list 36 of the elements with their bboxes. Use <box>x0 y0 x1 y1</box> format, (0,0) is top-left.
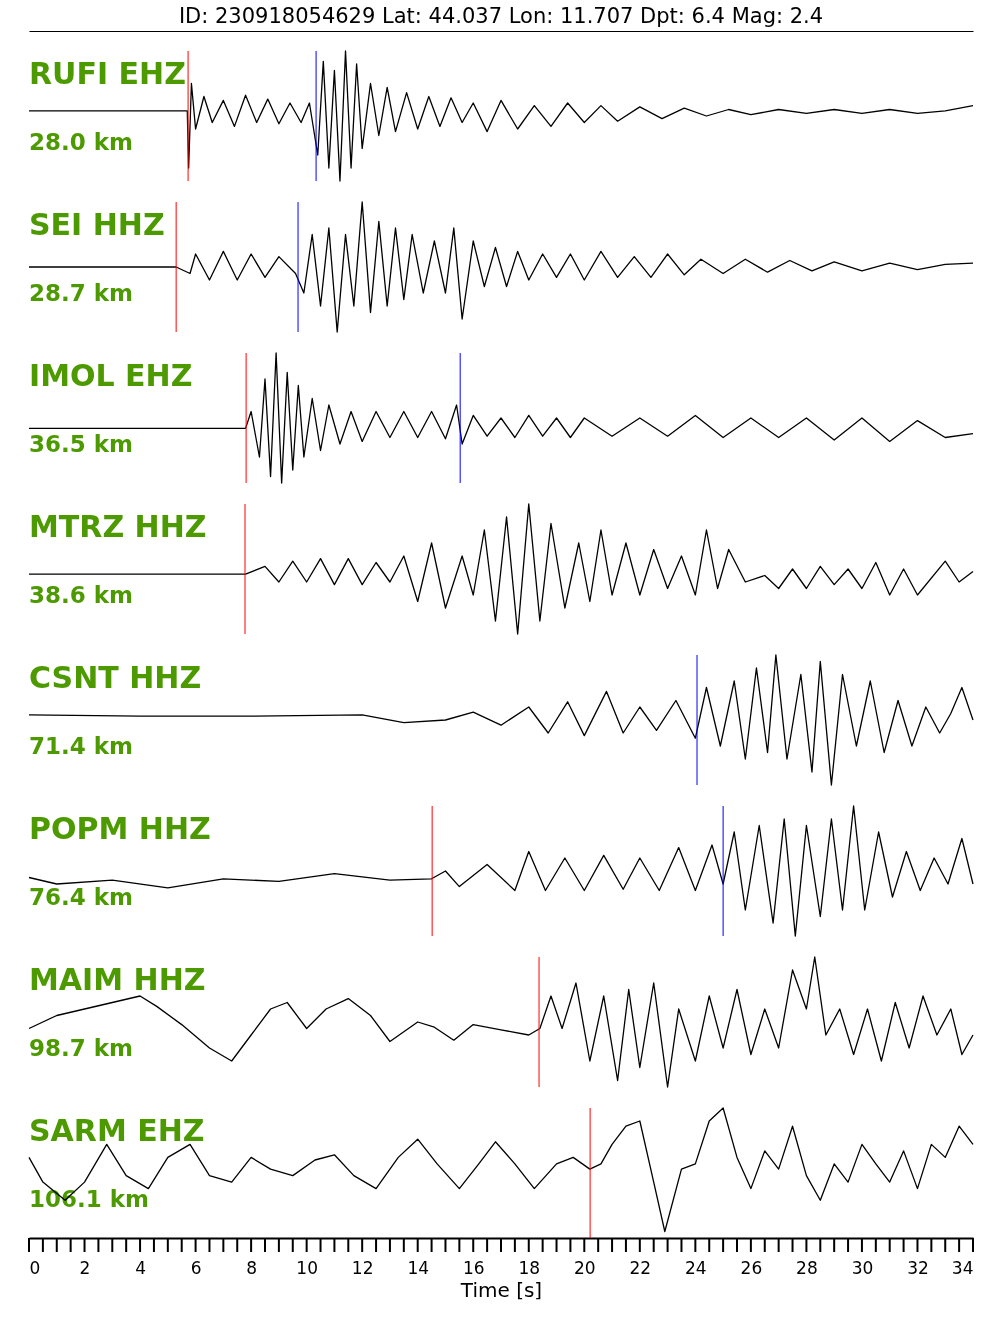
x-tick-label: 30 <box>851 1257 874 1278</box>
annotation: MAIM HHZ <box>29 962 206 997</box>
chart-title: ID: 230918054629 Lat: 44.037 Lon: 11.707 Dpt: 6.4 Mag: 2.4 <box>178 4 824 28</box>
x-tick-label: 16 <box>462 1257 485 1278</box>
annotation: IMOL EHZ <box>29 358 193 393</box>
x-tick-label: 2 <box>79 1257 91 1278</box>
x-tick-label: 34 <box>951 1257 974 1278</box>
x-tick-label: 18 <box>518 1257 541 1278</box>
x-tick-label: 4 <box>135 1257 146 1278</box>
annotation: 36.5 km <box>29 431 134 457</box>
annotation: RUFI EHZ <box>29 56 186 91</box>
annotation: 106.1 km <box>29 1186 150 1212</box>
x-tick-label: 8 <box>246 1257 258 1278</box>
annotation: 98.7 km <box>29 1035 134 1061</box>
annotation: MTRZ HHZ <box>29 509 207 544</box>
annotation: POPM HHZ <box>29 811 211 846</box>
x-tick-label: 6 <box>190 1257 202 1278</box>
x-tick-label: 12 <box>351 1257 374 1278</box>
annotation: 38.6 km <box>29 582 134 608</box>
annotation: 76.4 km <box>29 884 134 910</box>
x-tick-label: 10 <box>296 1257 318 1278</box>
x-tick-label: 14 <box>407 1257 430 1278</box>
x-tick-label: 22 <box>629 1257 652 1278</box>
annotation: 28.7 km <box>29 280 134 306</box>
x-tick-label: 28 <box>796 1257 818 1278</box>
x-tick-label: 32 <box>907 1257 929 1278</box>
x-tick-label: 26 <box>740 1257 763 1278</box>
x-tick-label: 0 <box>29 1257 41 1278</box>
annotation: CSNT HHZ <box>29 660 202 695</box>
x-axis-title: Time [s] <box>459 1277 543 1302</box>
annotation: SARM EHZ <box>29 1113 205 1148</box>
annotation: 71.4 km <box>29 733 134 759</box>
x-tick-label: 20 <box>573 1257 596 1278</box>
annotation: 28.0 km <box>29 129 134 155</box>
annotation: SEI HHZ <box>29 207 165 242</box>
x-tick-label: 24 <box>685 1257 707 1278</box>
